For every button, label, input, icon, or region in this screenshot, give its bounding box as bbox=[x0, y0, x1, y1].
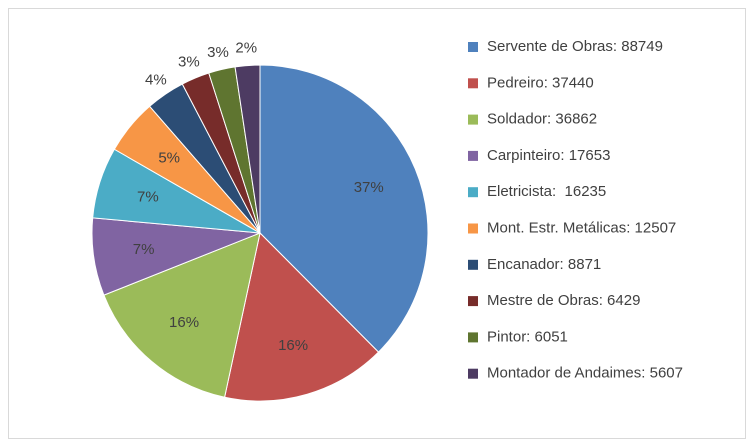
pie-slice bbox=[259, 64, 429, 353]
legend-swatch bbox=[468, 296, 478, 307]
legend-swatch bbox=[468, 223, 478, 234]
data-label: 16% bbox=[169, 314, 199, 331]
data-label: 2% bbox=[235, 40, 257, 57]
legend-swatch bbox=[468, 332, 478, 343]
data-label: 5% bbox=[158, 149, 180, 166]
legend-swatch bbox=[468, 187, 478, 198]
legend-swatch bbox=[468, 78, 478, 89]
legend-label: Encanador: 8871 bbox=[487, 256, 601, 273]
legend-label: Pedreiro: 37440 bbox=[487, 74, 594, 91]
legend-swatch bbox=[468, 42, 478, 52]
data-label: 3% bbox=[207, 44, 229, 61]
data-label: 7% bbox=[133, 241, 155, 258]
data-label: 7% bbox=[137, 189, 159, 206]
legend-label: Mont. Estr. Metálicas: 12507 bbox=[487, 219, 676, 236]
legend-label: Carpinteiro: 17653 bbox=[487, 147, 610, 164]
data-label: 37% bbox=[354, 179, 384, 196]
legend-label: Montador de Andaimes: 5607 bbox=[487, 365, 683, 382]
data-label: 3% bbox=[178, 53, 200, 70]
pie-slice bbox=[103, 232, 261, 398]
legend-label: Pintor: 6051 bbox=[487, 328, 568, 345]
legend-swatch bbox=[468, 368, 478, 379]
pie-slice bbox=[234, 64, 261, 234]
data-label: 4% bbox=[145, 71, 167, 88]
legend-label: Servente de Obras: 88749 bbox=[487, 38, 663, 55]
legend-swatch bbox=[468, 150, 478, 161]
pie-slice bbox=[224, 231, 380, 402]
legend-label: Soldador: 36862 bbox=[487, 111, 597, 128]
legend-swatch bbox=[468, 114, 478, 125]
data-label: 16% bbox=[278, 337, 308, 354]
legend-label: Eletricista: 16235 bbox=[487, 183, 606, 200]
legend-label: Mestre de Obras: 6429 bbox=[487, 292, 640, 309]
legend-swatch bbox=[468, 259, 478, 270]
